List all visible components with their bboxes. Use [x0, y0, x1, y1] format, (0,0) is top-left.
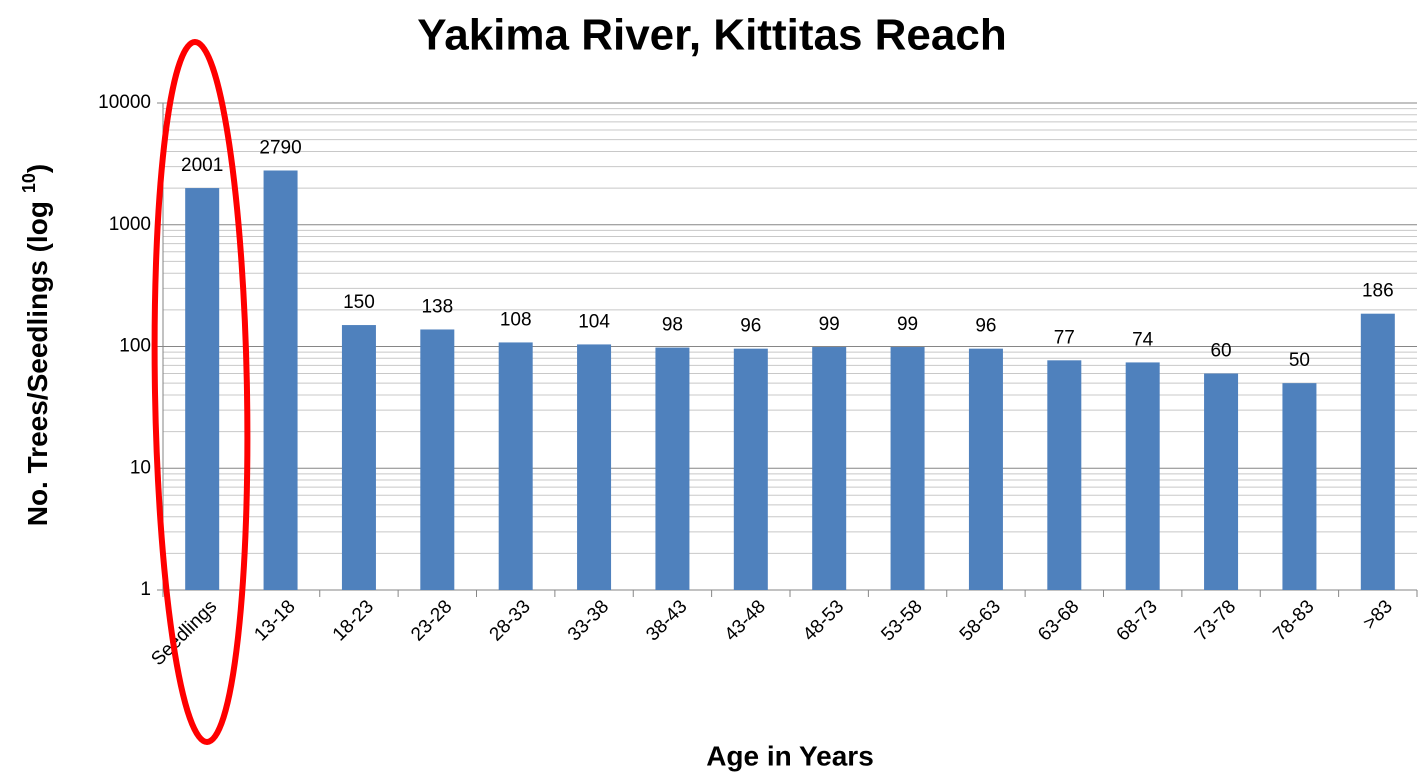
y-tick-label: 1: [140, 579, 151, 600]
data-label: 60: [1210, 341, 1231, 362]
data-label: 98: [662, 315, 683, 336]
data-label: 96: [740, 316, 761, 337]
data-label: 99: [897, 314, 918, 335]
y-axis-title-superscript: 10: [19, 173, 39, 193]
y-tick-label: 10: [130, 457, 151, 478]
bar: [263, 170, 298, 590]
bar: [498, 342, 533, 590]
data-label: 104: [578, 311, 610, 332]
x-tick-label: 73-78: [1191, 596, 1240, 645]
bar: [577, 344, 612, 590]
bar: [1360, 313, 1395, 590]
x-tick-label: 68-73: [1113, 596, 1162, 645]
y-axis-title-text: No. Trees/Seedlings (log: [22, 201, 53, 526]
bar: [655, 347, 690, 590]
data-label: 96: [975, 316, 996, 337]
chart-title: Yakima River, Kittitas Reach: [417, 11, 1006, 60]
x-tick-label: 53-58: [877, 596, 926, 645]
x-tick-label: 28-33: [486, 596, 535, 645]
y-axis-title-close: ): [22, 164, 53, 173]
data-label: 2790: [259, 138, 301, 159]
data-label: 77: [1054, 327, 1075, 348]
bar: [733, 348, 768, 590]
x-tick-label: 48-53: [799, 596, 848, 645]
bar: [1047, 360, 1082, 590]
data-label: 99: [819, 314, 840, 335]
data-label: 138: [421, 296, 453, 317]
x-tick-label: 23-28: [407, 596, 456, 645]
x-tick-label: 33-38: [564, 596, 613, 645]
y-axis-title: No. Trees/Seedlings (log 10): [19, 164, 54, 527]
data-label: 2001: [181, 155, 223, 176]
x-tick-label: 78-83: [1269, 596, 1318, 645]
bar: [968, 348, 1003, 590]
bar: [812, 347, 847, 590]
x-tick-label: >83: [1359, 596, 1397, 634]
bar: [341, 325, 376, 590]
data-label: 150: [343, 292, 375, 313]
x-tick-label: 18-23: [329, 596, 378, 645]
x-tick-label: 58-63: [956, 596, 1005, 645]
x-tick-label: 43-48: [721, 596, 770, 645]
y-tick-label: 100: [119, 336, 151, 357]
y-tick-label: 10000: [98, 92, 151, 113]
bar: [1282, 383, 1317, 590]
plot-area: 1 10 100 1000 10000 Seedlings 2001 13-18 2790 18-…: [98, 92, 1418, 670]
x-tick-label: 63-68: [1034, 596, 1083, 645]
data-label: 74: [1132, 329, 1154, 350]
bar: [1204, 373, 1239, 590]
x-tick-label: 38-43: [642, 596, 691, 645]
data-label: 108: [500, 309, 532, 330]
bar: [1125, 362, 1160, 590]
highlight-ellipse: [151, 39, 251, 745]
x-tick-label: Seedlings: [147, 596, 221, 670]
bar: [890, 347, 925, 590]
bar: [185, 188, 220, 590]
x-axis-title: Age in Years: [706, 740, 874, 771]
data-label: 186: [1362, 281, 1394, 302]
x-tick-label: 13-18: [250, 596, 299, 645]
data-label: 50: [1289, 350, 1310, 371]
bar: [420, 329, 455, 590]
y-tick-label: 1000: [109, 214, 151, 235]
